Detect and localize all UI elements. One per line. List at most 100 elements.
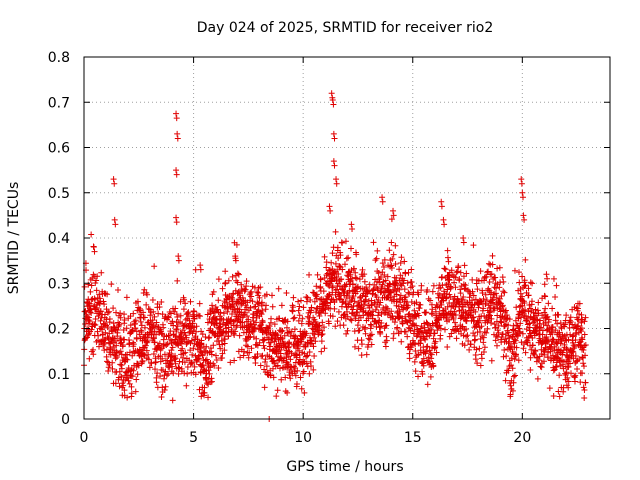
data-point [222, 279, 229, 286]
data-point [396, 286, 403, 293]
data-point [566, 355, 573, 362]
data-point [362, 330, 369, 337]
data-point [184, 370, 191, 377]
data-point [192, 333, 199, 340]
data-point [433, 349, 440, 356]
data-point [211, 362, 218, 369]
data-point [370, 239, 377, 246]
data-point [550, 275, 557, 282]
data-point [90, 244, 97, 251]
data-point [129, 373, 136, 380]
data-point [259, 352, 266, 359]
data-point [535, 310, 542, 317]
data-point [424, 381, 431, 388]
data-point [143, 339, 150, 346]
data-point [298, 385, 305, 392]
data-point [120, 382, 127, 389]
data-point [170, 370, 177, 377]
data-point [572, 352, 579, 359]
data-point [93, 277, 100, 284]
data-point [369, 308, 376, 315]
data-point [353, 251, 360, 258]
data-point [173, 214, 180, 221]
data-point [105, 368, 112, 375]
data-point [341, 288, 348, 295]
data-point [283, 290, 290, 297]
data-point [177, 298, 184, 305]
data-point [148, 360, 155, 367]
data-point [94, 328, 101, 335]
data-point [121, 387, 128, 394]
data-point [461, 285, 468, 292]
data-point [188, 337, 195, 344]
data-point [522, 349, 529, 356]
data-point [387, 294, 394, 301]
data-point [581, 331, 588, 338]
grid-lines [84, 57, 610, 419]
data-point [316, 322, 323, 329]
data-point [259, 319, 266, 326]
data-point [443, 290, 450, 297]
data-point [522, 307, 529, 314]
data-point [416, 305, 423, 312]
data-point [287, 356, 294, 363]
data-point [189, 360, 196, 367]
data-point [310, 366, 317, 373]
data-point [295, 298, 302, 305]
data-point [446, 316, 453, 323]
data-point [195, 312, 202, 319]
data-point [86, 318, 93, 325]
data-point [402, 270, 409, 277]
data-point [543, 271, 550, 278]
data-point [493, 285, 500, 292]
data-point [527, 366, 534, 373]
data-point [474, 286, 481, 293]
data-point [172, 355, 179, 362]
y-tick-label: 0 [61, 412, 70, 428]
data-point [90, 351, 97, 358]
data-point [169, 397, 176, 404]
data-point [291, 368, 298, 375]
data-point [499, 302, 506, 309]
data-point [259, 307, 266, 314]
data-point [112, 355, 119, 362]
data-point [205, 394, 212, 401]
data-point [571, 378, 578, 385]
data-point [232, 328, 239, 335]
data-point [275, 285, 282, 292]
data-point [537, 317, 544, 324]
data-point [121, 311, 128, 318]
data-point [512, 372, 519, 379]
data-point [196, 313, 203, 320]
data-point [311, 353, 318, 360]
data-point [300, 304, 307, 311]
data-point [144, 334, 151, 341]
data-point [295, 343, 302, 350]
data-point [476, 345, 483, 352]
data-point [376, 302, 383, 309]
data-point [266, 343, 273, 350]
data-point [452, 274, 459, 281]
data-point [565, 336, 572, 343]
data-point [320, 324, 327, 331]
data-point [243, 304, 250, 311]
data-point [141, 314, 148, 321]
data-point [572, 372, 579, 379]
data-point [116, 321, 123, 328]
data-point [383, 337, 390, 344]
data-point [390, 207, 397, 214]
data-point [417, 334, 424, 341]
data-point [254, 351, 261, 358]
data-point [378, 311, 385, 318]
data-point [527, 354, 534, 361]
data-point [193, 328, 200, 335]
data-point [269, 303, 276, 310]
data-point [253, 319, 259, 326]
data-point [448, 330, 455, 337]
data-point [501, 347, 508, 354]
data-point [495, 329, 502, 336]
data-point [469, 297, 476, 304]
data-point [451, 308, 458, 315]
data-point [179, 345, 186, 352]
data-point [321, 345, 328, 352]
